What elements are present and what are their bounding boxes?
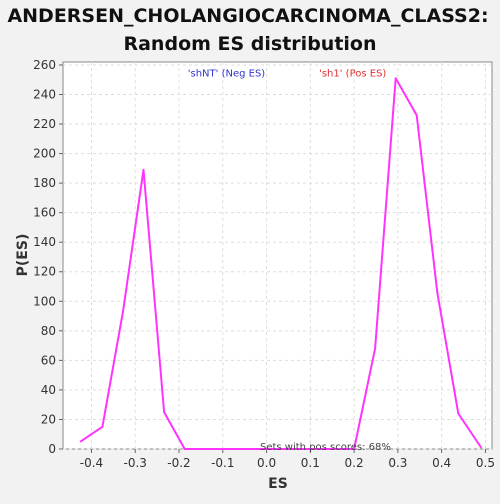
data-point xyxy=(245,448,248,450)
y-tick-label: 220 xyxy=(33,117,56,131)
x-tick-label: 0.1 xyxy=(301,456,320,470)
y-tick-label: 240 xyxy=(33,87,56,101)
x-tick-label: -0.1 xyxy=(211,456,234,470)
y-tick-label: 40 xyxy=(41,383,56,397)
y-tick-label: 160 xyxy=(33,206,56,220)
chart-annotation: Sets with pos scores: 68% xyxy=(260,442,391,453)
x-tick-label: -0.4 xyxy=(80,456,103,470)
y-tick-label: 140 xyxy=(33,235,56,249)
data-point xyxy=(327,448,330,450)
x-tick-label: 0.3 xyxy=(388,456,407,470)
chart-title-line-2: Random ES distribution xyxy=(123,33,376,55)
chart-annotation: 'sh1' (Pos ES) xyxy=(319,68,386,79)
y-tick-label: 80 xyxy=(41,324,56,338)
data-point xyxy=(225,448,227,450)
x-axis-label: ES xyxy=(268,476,288,492)
x-tick-label: 0.5 xyxy=(476,456,495,470)
y-axis-label: P(ES) xyxy=(15,234,31,277)
axis-ticks: -0.4 -0.3 -0.2 -0.1 0.0 0.1 0.2 0.3 0.4 0.5 0 20 40 6… xyxy=(33,58,495,470)
data-point xyxy=(374,347,376,350)
data-point xyxy=(307,448,309,450)
y-tick-label: 60 xyxy=(41,353,56,367)
y-tick-label: 20 xyxy=(41,412,56,426)
y-tick-label: 260 xyxy=(33,58,56,72)
y-tick-label: 120 xyxy=(33,265,56,279)
plot-area xyxy=(62,61,493,450)
data-point xyxy=(183,448,186,450)
x-tick-label: 0.2 xyxy=(345,456,364,470)
x-tick-label: -0.2 xyxy=(167,456,190,470)
data-point xyxy=(286,448,289,450)
data-point xyxy=(457,412,460,415)
data-point xyxy=(122,310,124,313)
data-point xyxy=(163,411,165,413)
data-point xyxy=(394,77,397,80)
chart-annotation: 'shNT' (Neg ES) xyxy=(188,68,266,79)
data-point xyxy=(353,448,355,450)
y-tick-label: 200 xyxy=(33,147,56,161)
data-point xyxy=(480,446,482,449)
x-tick-label: 0.4 xyxy=(432,456,451,470)
data-point xyxy=(101,426,104,428)
annotations: 'shNT' (Neg ES) 'sh1' (Pos ES) Sets with p… xyxy=(188,68,391,453)
data-point xyxy=(415,114,418,116)
y-tick-label: 0 xyxy=(48,442,56,456)
y-tick-label: 180 xyxy=(33,176,56,190)
series-layer xyxy=(79,77,482,450)
data-point xyxy=(436,291,439,294)
chart-title-line-1: ANDERSEN_CHOLANGIOCARCINOMA_CLASS2: xyxy=(7,5,488,27)
data-point xyxy=(204,448,207,450)
data-point xyxy=(142,169,145,171)
y-tick-label: 100 xyxy=(33,294,56,308)
grid xyxy=(63,62,492,450)
x-tick-label: 0.0 xyxy=(257,456,276,470)
x-tick-label: -0.3 xyxy=(124,456,147,470)
data-point xyxy=(79,440,82,443)
data-point xyxy=(266,448,268,450)
series-line xyxy=(79,77,482,450)
